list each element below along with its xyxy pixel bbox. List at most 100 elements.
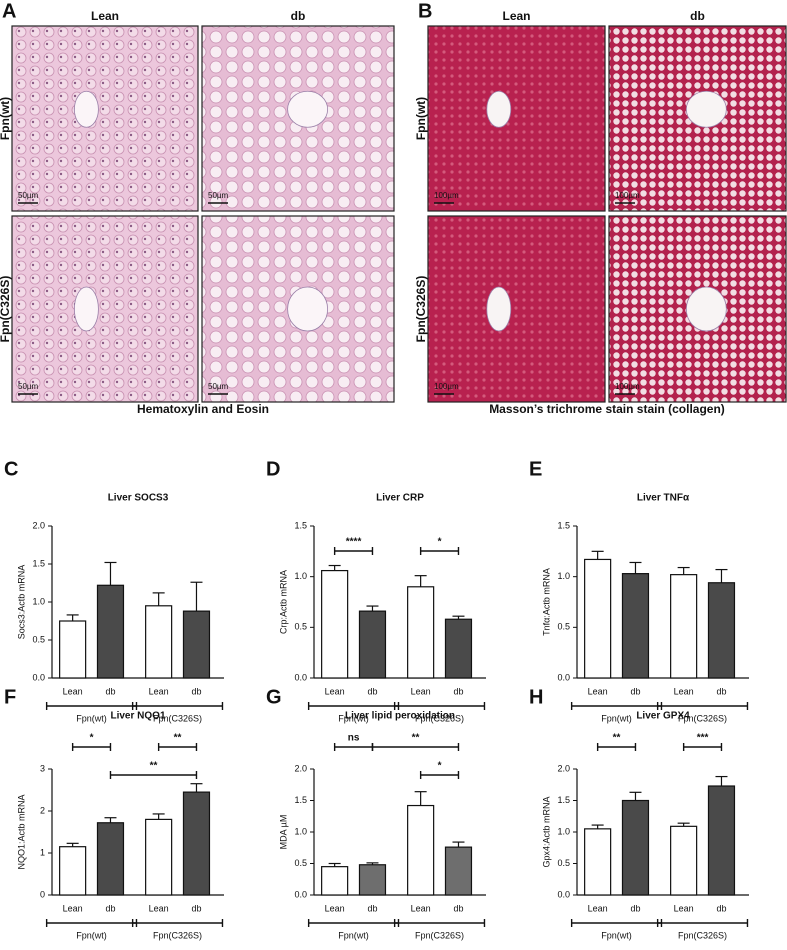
bar [358,610,387,679]
bar [707,582,736,679]
significance-label: *** [697,733,709,744]
row-label: Fpn(wt) [0,97,12,140]
significance-label: ** [613,733,621,744]
group-label: Fpn(C326S) [415,930,464,940]
bar [59,846,87,896]
group-label: Fpn(C326S) [415,713,464,723]
y-tick-label: 0.5 [294,622,307,632]
x-tick-label: db [367,903,377,913]
bar [584,558,612,679]
micrograph [427,25,606,212]
chart-title: Liver SOCS3 [108,493,169,504]
bar [670,574,698,679]
micrograph-panels: A Lean 50µm 50µm db 50µm 50µm Fpn(wt) Fpn(C326S)… [0,0,787,416]
significance-label: **** [346,537,362,548]
chart-title: Liver NQO1 [110,711,165,722]
x-tick-label: db [630,903,640,913]
panel-letter: E [529,458,542,480]
bar [358,864,387,896]
scale-bar-label: 100µm [434,191,459,200]
y-tick-label: 1.5 [294,520,307,530]
x-tick-label: Lean [325,686,345,696]
y-tick-label: 0.0 [32,672,45,682]
bar [96,822,125,896]
x-tick-label: Lean [674,903,694,913]
caption: Masson’s trichrome stain stain (collagen… [489,402,725,416]
x-tick-label: db [191,686,201,696]
y-tick-label: 0.0 [294,672,307,682]
y-tick-label: 0.5 [557,622,570,632]
chart-title: Liver CRP [376,493,424,504]
y-tick-label: 0.5 [32,634,45,644]
scale-bar-label: 100µm [615,191,640,200]
panel-letter: B [418,0,432,22]
y-tick-label: 1.5 [557,795,570,805]
panel-letter: A [2,0,16,22]
row-label: Fpn(C326S) [414,276,428,343]
significance-label: ns [348,733,360,744]
x-tick-label: db [105,903,115,913]
column-label: db [291,9,306,23]
significance-label: ** [412,733,420,744]
column-label: db [690,9,705,23]
x-tick-label: Lean [411,686,431,696]
panel-letter: H [529,686,543,708]
significance-label: * [90,733,94,744]
group-label: Fpn(C326S) [153,713,202,723]
vessel [486,286,512,332]
scale-bar-label: 50µm [208,382,229,391]
y-tick-label: 1 [40,847,45,857]
significance-label: * [438,761,442,772]
y-tick-label: 1.5 [294,795,307,805]
y-tick-label: 0.5 [557,858,570,868]
chart-title: Liver TNFα [637,493,690,504]
micrograph [11,215,199,403]
x-tick-label: db [105,686,115,696]
y-tick-label: 0 [40,889,45,899]
y-axis-label: MDA µM [278,815,288,850]
x-tick-label: db [453,686,463,696]
vessel [74,90,99,128]
y-tick-label: 2.0 [557,763,570,773]
micrograph [11,25,199,212]
bar [96,584,125,679]
row-label: Fpn(wt) [414,97,428,140]
vessel [287,286,329,332]
scale-bar-label: 100µm [615,382,640,391]
significance-label: ** [174,733,182,744]
bar [621,573,650,679]
bar [182,610,211,679]
bar [707,785,736,896]
panel-letter: C [4,458,18,480]
vessel [486,90,512,128]
x-tick-label: db [453,903,463,913]
group-label: Fpn(wt) [338,930,369,940]
chart-title: Liver lipid peroxidation [345,711,455,722]
y-tick-label: 0.0 [294,889,307,899]
scale-bar-label: 50µm [18,191,39,200]
x-tick-label: db [630,686,640,696]
x-tick-label: db [191,903,201,913]
x-tick-label: Lean [588,686,608,696]
y-axis-label: Socs3:Actb mRNA [16,565,26,640]
y-tick-label: 1.0 [557,826,570,836]
group-label: Fpn(wt) [601,713,632,723]
y-tick-label: 0.0 [557,672,570,682]
bar [182,791,211,896]
vessel [74,286,99,332]
y-axis-label: Gpx4:Actb mRNA [541,796,551,867]
y-tick-label: 1.0 [294,571,307,581]
bar [145,605,173,679]
scale-bar-label: 50µm [18,382,39,391]
significance-label: ** [150,761,158,772]
vessel [685,286,727,332]
group-label: Fpn(C326S) [153,930,202,940]
vessel [287,90,329,128]
bar [407,586,435,679]
y-tick-label: 0.5 [294,858,307,868]
row-label: Fpn(C326S) [0,276,12,343]
y-tick-label: 2 [40,805,45,815]
group-label: Fpn(wt) [76,930,107,940]
y-tick-label: 2.0 [32,520,45,530]
panel-letter: D [266,458,280,480]
